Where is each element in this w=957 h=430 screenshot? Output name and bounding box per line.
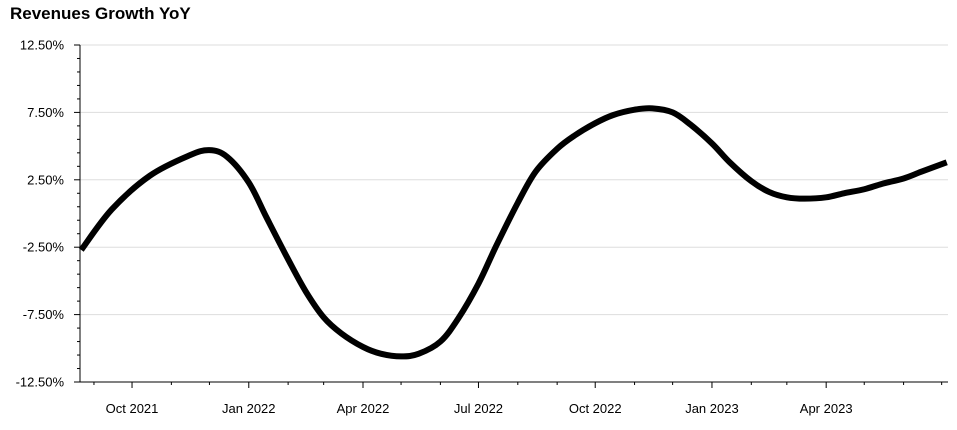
x-tick-label: Oct 2022: [569, 401, 622, 416]
x-tick-label: Jul 2022: [454, 401, 503, 416]
axes: 12.50% 7.50% 2.50% -2.50% -7.50% -12.50% Oct 2…: [16, 38, 948, 416]
x-tick-label: Oct 2021: [106, 401, 159, 416]
y-tick-label: 12.50%: [20, 38, 65, 53]
x-tick-label: Apr 2022: [337, 401, 390, 416]
series-line-group: [78, 105, 948, 360]
x-tick-label: Jan 2022: [222, 401, 276, 416]
y-tick-label: 2.50%: [27, 172, 64, 187]
y-tick-label: 7.50%: [27, 105, 64, 120]
chart-title: Revenues Growth YoY: [10, 4, 191, 23]
x-tick-label: Apr 2023: [800, 401, 853, 416]
y-tick-label: -7.50%: [23, 307, 65, 322]
x-tick-label: Jan 2023: [685, 401, 739, 416]
series-line: [78, 105, 948, 360]
grid-lines: [80, 44, 948, 383]
y-tick-label: -2.50%: [23, 240, 65, 255]
y-tick-label: -12.50%: [16, 375, 65, 390]
